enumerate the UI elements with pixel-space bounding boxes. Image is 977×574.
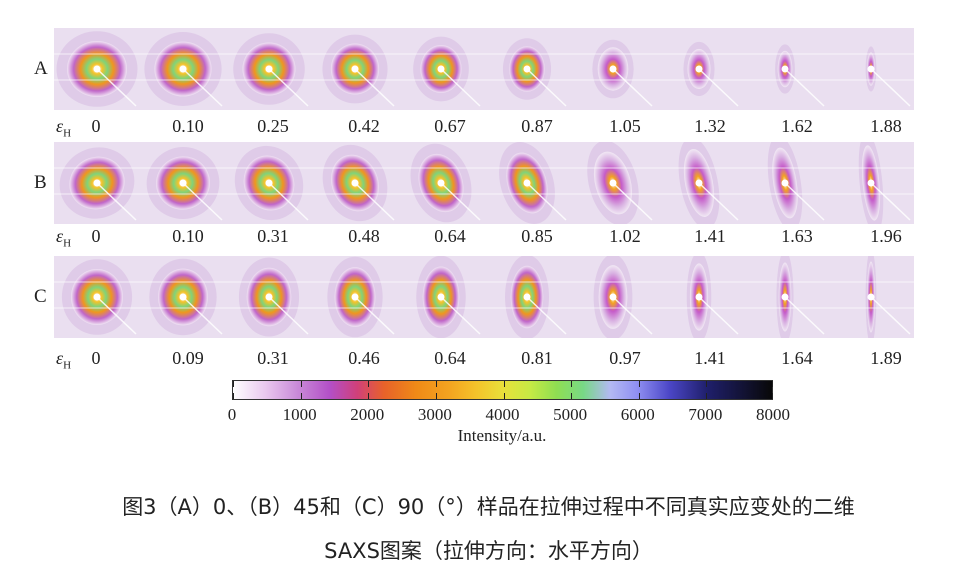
saxs-pattern bbox=[742, 28, 828, 110]
saxs-pattern bbox=[570, 142, 656, 224]
colorbar-tick bbox=[368, 393, 370, 399]
caption-line-2: SAXS图案（拉伸方向：水平方向） bbox=[324, 539, 653, 563]
saxs-pattern bbox=[570, 28, 656, 110]
saxs-pattern bbox=[570, 256, 656, 338]
colorbar-tick bbox=[233, 393, 234, 399]
row-label-c: C bbox=[34, 286, 47, 307]
strain-value: 0 bbox=[91, 116, 101, 136]
colorbar-tick bbox=[772, 393, 773, 399]
strain-symbol: εH bbox=[56, 226, 72, 250]
strain-value: 0.46 bbox=[348, 348, 380, 368]
strain-value: 1.89 bbox=[870, 348, 902, 368]
saxs-pattern bbox=[742, 256, 828, 338]
colorbar-tick-label: 2000 bbox=[350, 405, 385, 424]
strain-value: 0.64 bbox=[434, 348, 466, 368]
strain-value: 0.31 bbox=[257, 226, 289, 246]
colorbar-tick bbox=[503, 381, 505, 387]
colorbar-tick bbox=[571, 381, 573, 387]
strain-value: 0.48 bbox=[348, 226, 380, 246]
colorbar-tick bbox=[503, 393, 505, 399]
strain-symbol: εH bbox=[56, 348, 72, 372]
colorbar-tick-label: 5000 bbox=[553, 405, 588, 424]
colorbar-tick-label: 4000 bbox=[485, 405, 520, 424]
strain-value: 0.10 bbox=[172, 226, 204, 246]
saxs-pattern bbox=[312, 256, 398, 338]
saxs-pattern bbox=[828, 28, 914, 110]
row-label-a: A bbox=[34, 58, 48, 79]
strain-value: 0.81 bbox=[521, 348, 553, 368]
saxs-pattern bbox=[828, 256, 914, 338]
colorbar-tick bbox=[571, 393, 573, 399]
colorbar-tick-label: 0 bbox=[227, 405, 237, 424]
strain-value: 0.31 bbox=[257, 348, 289, 368]
saxs-pattern bbox=[226, 28, 312, 110]
colorbar-tick bbox=[638, 393, 640, 399]
saxs-pattern bbox=[484, 142, 570, 224]
strain-value: 0 bbox=[91, 226, 101, 246]
strain-value: 1.05 bbox=[609, 116, 641, 136]
saxs-pattern bbox=[484, 28, 570, 110]
saxs-pattern bbox=[398, 142, 484, 224]
colorbar-tick-label: 8000 bbox=[756, 405, 790, 424]
saxs-pattern bbox=[226, 142, 312, 224]
saxs-pattern bbox=[398, 28, 484, 110]
colorbar-tick-label: 1000 bbox=[282, 405, 317, 424]
strain-value: 1.96 bbox=[870, 226, 902, 246]
saxs-pattern bbox=[140, 28, 226, 110]
colorbar-tick bbox=[435, 393, 437, 399]
saxs-pattern bbox=[226, 256, 312, 338]
colorbar-tick bbox=[706, 393, 708, 399]
strain-value: 0 bbox=[91, 348, 101, 368]
intensity-colorbar bbox=[232, 380, 773, 400]
saxs-pattern bbox=[312, 28, 398, 110]
saxs-pattern bbox=[742, 142, 828, 224]
colorbar-tick bbox=[300, 381, 302, 387]
colorbar-tick-label: 6000 bbox=[620, 405, 655, 424]
strain-value: 0.85 bbox=[521, 226, 553, 246]
saxs-pattern bbox=[828, 142, 914, 224]
strain-value: 0.67 bbox=[434, 116, 466, 136]
strain-value: 1.32 bbox=[694, 116, 726, 136]
colorbar-tick bbox=[638, 381, 640, 387]
saxs-pattern bbox=[54, 28, 140, 110]
strain-value: 1.62 bbox=[781, 116, 813, 136]
figure-caption: 图3（A）0、（B）45和（C）90（°）样品在拉伸过程中不同真实应变处的二维 … bbox=[0, 485, 977, 573]
colorbar-tick-label: 7000 bbox=[688, 405, 723, 424]
saxs-pattern bbox=[54, 256, 140, 338]
colorbar-tick bbox=[435, 381, 437, 387]
colorbar-tick bbox=[368, 381, 370, 387]
strain-value: 1.41 bbox=[694, 348, 726, 368]
colorbar-tick-label: 3000 bbox=[417, 405, 452, 424]
saxs-pattern bbox=[140, 142, 226, 224]
caption-line-1: 图3（A）0、（B）45和（C）90（°）样品在拉伸过程中不同真实应变处的二维 bbox=[122, 495, 855, 519]
saxs-pattern bbox=[398, 256, 484, 338]
colorbar-title: Intensity/a.u. bbox=[457, 426, 547, 445]
colorbar-tick bbox=[300, 393, 302, 399]
colorbar-tick bbox=[233, 381, 234, 387]
saxs-pattern bbox=[140, 256, 226, 338]
colorbar-tick bbox=[772, 381, 773, 387]
strain-symbol: εH bbox=[56, 116, 72, 140]
saxs-pattern bbox=[54, 142, 140, 224]
strain-value: 0.97 bbox=[609, 348, 641, 368]
saxs-pattern bbox=[656, 28, 742, 110]
strain-value: 1.02 bbox=[609, 226, 641, 246]
strain-value: 1.41 bbox=[694, 226, 726, 246]
saxs-pattern bbox=[656, 256, 742, 338]
saxs-pattern bbox=[656, 142, 742, 224]
strain-value: 0.25 bbox=[257, 116, 289, 136]
strain-value: 0.87 bbox=[521, 116, 553, 136]
strain-value: 1.63 bbox=[781, 226, 813, 246]
row-label-b: B bbox=[34, 172, 47, 193]
strain-value: 0.10 bbox=[172, 116, 204, 136]
strain-value: 0.09 bbox=[172, 348, 204, 368]
strain-value: 0.42 bbox=[348, 116, 380, 136]
saxs-figure: A B C 0 0.10 0.25 0.42 0.67 0.87 1.05 1.32 1.62 1… bbox=[34, 28, 914, 445]
saxs-pattern bbox=[484, 256, 570, 338]
strain-value: 0.64 bbox=[434, 226, 466, 246]
saxs-pattern bbox=[312, 142, 398, 224]
strain-value: 1.88 bbox=[870, 116, 902, 136]
strain-value: 1.64 bbox=[781, 348, 813, 368]
colorbar-tick bbox=[706, 381, 708, 387]
